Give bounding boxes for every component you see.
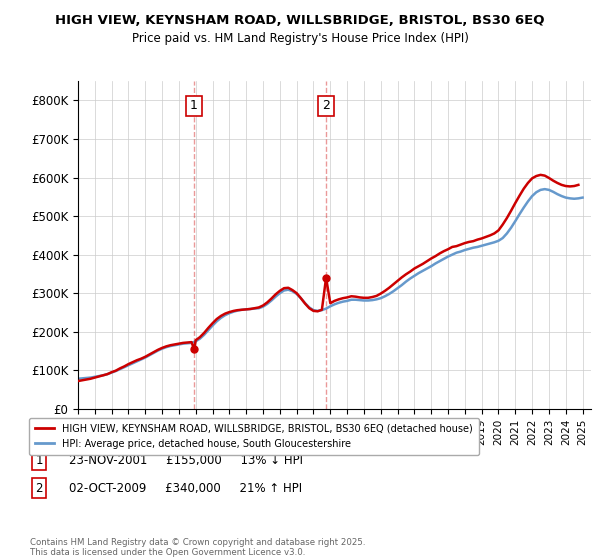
Text: Price paid vs. HM Land Registry's House Price Index (HPI): Price paid vs. HM Land Registry's House … [131, 32, 469, 45]
Text: 23-NOV-2001     £155,000     13% ↓ HPI: 23-NOV-2001 £155,000 13% ↓ HPI [69, 454, 303, 467]
Text: 2: 2 [322, 99, 330, 112]
Text: HIGH VIEW, KEYNSHAM ROAD, WILLSBRIDGE, BRISTOL, BS30 6EQ: HIGH VIEW, KEYNSHAM ROAD, WILLSBRIDGE, B… [55, 14, 545, 27]
Text: 1: 1 [35, 454, 43, 467]
Text: 02-OCT-2009     £340,000     21% ↑ HPI: 02-OCT-2009 £340,000 21% ↑ HPI [69, 482, 302, 495]
Text: 1: 1 [190, 99, 198, 112]
Text: Contains HM Land Registry data © Crown copyright and database right 2025.
This d: Contains HM Land Registry data © Crown c… [30, 538, 365, 557]
Legend: HIGH VIEW, KEYNSHAM ROAD, WILLSBRIDGE, BRISTOL, BS30 6EQ (detached house), HPI: : HIGH VIEW, KEYNSHAM ROAD, WILLSBRIDGE, B… [29, 418, 479, 455]
Text: 2: 2 [35, 482, 43, 495]
